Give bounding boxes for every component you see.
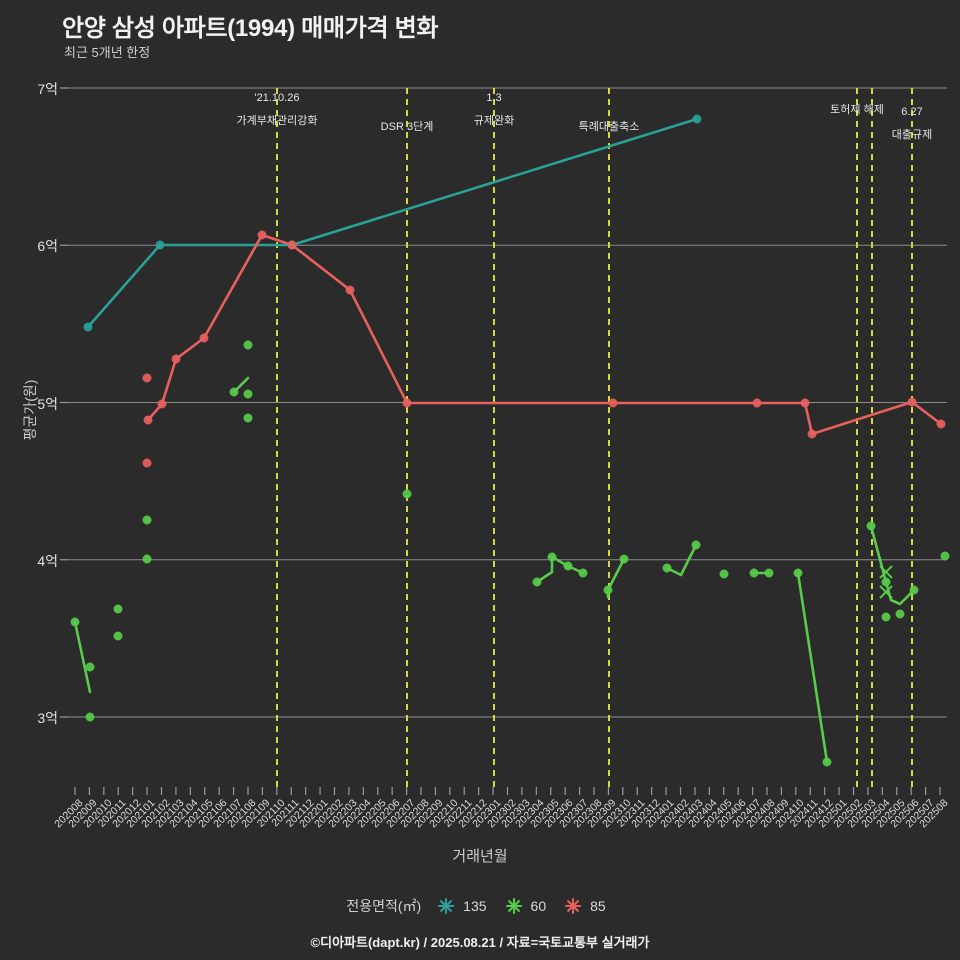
data-point-135 <box>83 322 93 332</box>
data-point-85 <box>752 398 762 408</box>
data-point-60 <box>719 569 729 579</box>
data-point-60 <box>142 554 152 564</box>
data-point-60 <box>793 568 803 578</box>
data-point-60 <box>70 617 80 627</box>
data-point-60 <box>142 515 152 525</box>
series-line-135 <box>86 117 699 329</box>
annotation-label: 1.3 <box>486 92 502 104</box>
data-point-85 <box>608 398 618 408</box>
annotation-label: 6.27 <box>901 106 923 118</box>
series-line-60 <box>606 557 626 599</box>
legend-marker-icon <box>438 897 455 915</box>
legend-label: 85 <box>590 898 606 914</box>
data-point-85 <box>800 398 810 408</box>
series-line-60 <box>232 376 250 394</box>
annotation-label: '21.10.26 <box>254 92 300 104</box>
legend-entry-135[interactable]: 135 <box>436 897 487 915</box>
legend-entry-85[interactable]: 85 <box>563 897 606 915</box>
series-line-60 <box>665 543 698 577</box>
annotation-label: 가계부채관리강화 <box>236 115 318 127</box>
y-axis-tick-label: 7억 <box>37 81 58 97</box>
data-point-60 <box>691 540 701 550</box>
data-point-60 <box>547 552 557 562</box>
data-point-85 <box>171 354 181 364</box>
data-point-60 <box>822 757 832 767</box>
page-title: 안양 삼성 아파트(1994) 매매가격 변화 <box>62 15 439 42</box>
annotation-label: 특례대출축소 <box>578 121 640 133</box>
legend-label: 135 <box>463 898 487 914</box>
data-point-85 <box>157 399 167 409</box>
series-line-60 <box>535 555 585 584</box>
data-point-85 <box>907 397 917 407</box>
footer-credit: ©디아파트(dapt.kr) / 2025.08.21 / 자료=국토교통부 실… <box>310 935 650 950</box>
y-axis-tick-label: 3억 <box>37 710 58 726</box>
data-point-60 <box>764 568 774 578</box>
series-line-60 <box>796 571 829 764</box>
legend-title: 전용면적(㎡) <box>346 898 422 914</box>
data-point-60 <box>866 521 876 531</box>
chart-legend: 전용면적(㎡) 135 60 85 <box>0 896 960 916</box>
data-point-60 <box>113 604 123 614</box>
data-point-60 <box>881 577 891 587</box>
data-point-60 <box>229 387 239 397</box>
legend-marker-icon <box>505 897 522 915</box>
data-point-marker-x <box>879 565 893 579</box>
y-axis-tick-label: 6억 <box>37 238 58 255</box>
data-point-60 <box>603 585 613 595</box>
x-axis-label: 거래년월 <box>452 848 508 865</box>
chart-subtitle: 최근 5개년 한정 <box>64 45 151 60</box>
data-point-135 <box>155 240 165 250</box>
y-axis-tick-label: 4억 <box>37 552 58 569</box>
data-point-60 <box>532 577 542 587</box>
data-point-85 <box>807 429 817 439</box>
data-point-60 <box>909 585 919 595</box>
data-point-60 <box>881 612 891 622</box>
data-point-60 <box>749 568 759 578</box>
data-point-85 <box>199 333 209 343</box>
data-point-60 <box>563 561 573 571</box>
series-line-60 <box>73 620 92 694</box>
data-point-85 <box>936 419 946 429</box>
data-point-marker-x <box>879 585 893 599</box>
data-point-85 <box>345 285 355 295</box>
data-point-60 <box>895 609 905 619</box>
annotation-label: 토허제 해제 <box>830 104 884 116</box>
data-point-85 <box>143 415 153 425</box>
data-point-60 <box>243 340 253 350</box>
data-point-135 <box>287 240 297 250</box>
y-axis-tick-label: 5억 <box>37 395 58 412</box>
annotation-label: DSR 3단계 <box>380 121 434 133</box>
data-point-60 <box>243 413 253 423</box>
legend-marker-icon <box>565 897 582 915</box>
data-point-60 <box>578 568 588 578</box>
data-point-60 <box>619 554 629 564</box>
series-line-60 <box>869 524 916 606</box>
data-point-85 <box>142 458 152 468</box>
data-point-85 <box>142 373 152 383</box>
data-point-85 <box>257 230 267 240</box>
data-point-60 <box>113 631 123 641</box>
data-point-60 <box>85 662 95 672</box>
annotation-label: 규제완화 <box>473 115 515 127</box>
annotation-label: 대출규제 <box>891 129 933 141</box>
data-point-135 <box>692 114 702 124</box>
data-point-60 <box>85 712 95 722</box>
legend-entry-60[interactable]: 60 <box>504 897 547 915</box>
data-point-85 <box>402 398 412 408</box>
data-point-60 <box>402 489 412 499</box>
data-point-60 <box>940 551 950 561</box>
legend-label: 60 <box>530 898 547 914</box>
data-point-85 <box>287 240 297 250</box>
data-point-60 <box>243 389 253 399</box>
data-point-60 <box>662 563 672 573</box>
y-axis-label: 평균가(원) <box>22 379 38 441</box>
series-line-85 <box>146 233 943 436</box>
